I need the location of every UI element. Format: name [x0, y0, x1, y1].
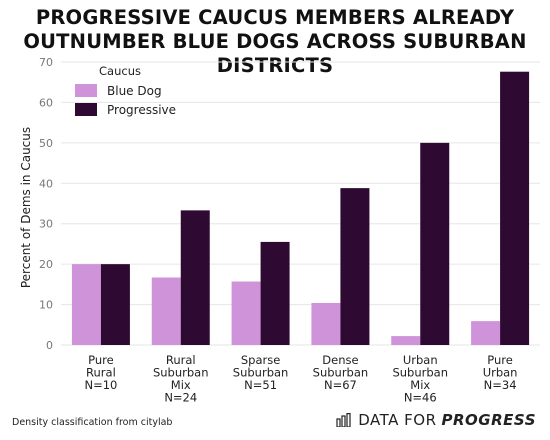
chart-title-line-2: OUTNUMBER BLUE DOGS ACROSS SUBURBAN DIST…: [23, 30, 527, 77]
x-tick-label: Urban: [483, 366, 518, 380]
bar-progressive: [500, 71, 530, 346]
legend-label: Blue Dog: [107, 84, 162, 98]
chart-title: PROGRESSIVE CAUCUS MEMBERS ALREADY OUTNU…: [0, 6, 550, 78]
y-axis-label: Percent of Dems in Caucus: [19, 127, 33, 288]
x-tick-label: N=67: [324, 378, 357, 392]
x-tick-label: Sparse: [241, 353, 280, 367]
x-tick-label: Dense: [322, 353, 358, 367]
x-tick-label: N=10: [84, 378, 117, 392]
brand-emphasis: PROGRESS: [441, 411, 536, 429]
x-tick-label: Mix: [171, 378, 191, 392]
legend-swatch: [75, 84, 97, 97]
y-tick-label: 70: [39, 56, 53, 69]
y-tick-label: 40: [39, 177, 53, 190]
bar-blue-dog: [231, 281, 261, 345]
y-tick-label: 10: [39, 299, 53, 312]
y-tick-label: 30: [39, 218, 53, 231]
y-tick-label: 20: [39, 258, 53, 271]
brand-prefix: DATA FOR: [358, 411, 437, 429]
bar-progressive: [100, 264, 130, 345]
x-tick-label: N=51: [244, 378, 277, 392]
bar-blue-dog: [71, 264, 101, 345]
x-tick-label: Rural: [166, 353, 196, 367]
x-tick-label: Rural: [86, 366, 116, 380]
bar-blue-dog: [471, 321, 501, 345]
x-tick-label: N=24: [164, 391, 197, 405]
bar-blue-dog: [151, 277, 181, 345]
brand-logo: DATA FOR PROGRESS: [336, 411, 536, 429]
y-tick-label: 0: [46, 339, 53, 352]
x-tick-label: N=34: [484, 378, 517, 392]
y-tick-label: 60: [39, 96, 53, 109]
x-tick-label: Pure: [487, 353, 513, 367]
x-tick-label: N=46: [404, 391, 437, 405]
bar-blue-dog: [391, 336, 421, 345]
source-note: Density classification from citylab: [12, 417, 173, 428]
y-tick-label: 50: [39, 137, 53, 150]
chart-title-line-1: PROGRESSIVE CAUCUS MEMBERS ALREADY: [35, 6, 515, 29]
x-tick-label: Suburban: [233, 366, 289, 380]
x-tick-label: Suburban: [392, 366, 448, 380]
legend-title: Caucus: [99, 64, 141, 78]
bar-progressive: [260, 241, 290, 345]
legend-swatch: [75, 103, 97, 116]
bar-progressive: [340, 188, 370, 345]
x-tick-label: Pure: [88, 353, 114, 367]
x-tick-label: Suburban: [313, 366, 369, 380]
x-tick-label: Mix: [410, 378, 430, 392]
x-tick-label: Suburban: [153, 366, 209, 380]
bar-chart: 0 10 20 30 40 50 60 70 Percent of Dems in Caucus…: [19, 56, 540, 405]
bar-chart-icon: [336, 413, 351, 427]
x-tick-label: Urban: [403, 353, 438, 367]
bar-blue-dog: [311, 302, 341, 345]
bar-progressive: [180, 210, 210, 345]
bar-progressive: [420, 142, 450, 345]
legend-label: Progressive: [107, 103, 176, 117]
